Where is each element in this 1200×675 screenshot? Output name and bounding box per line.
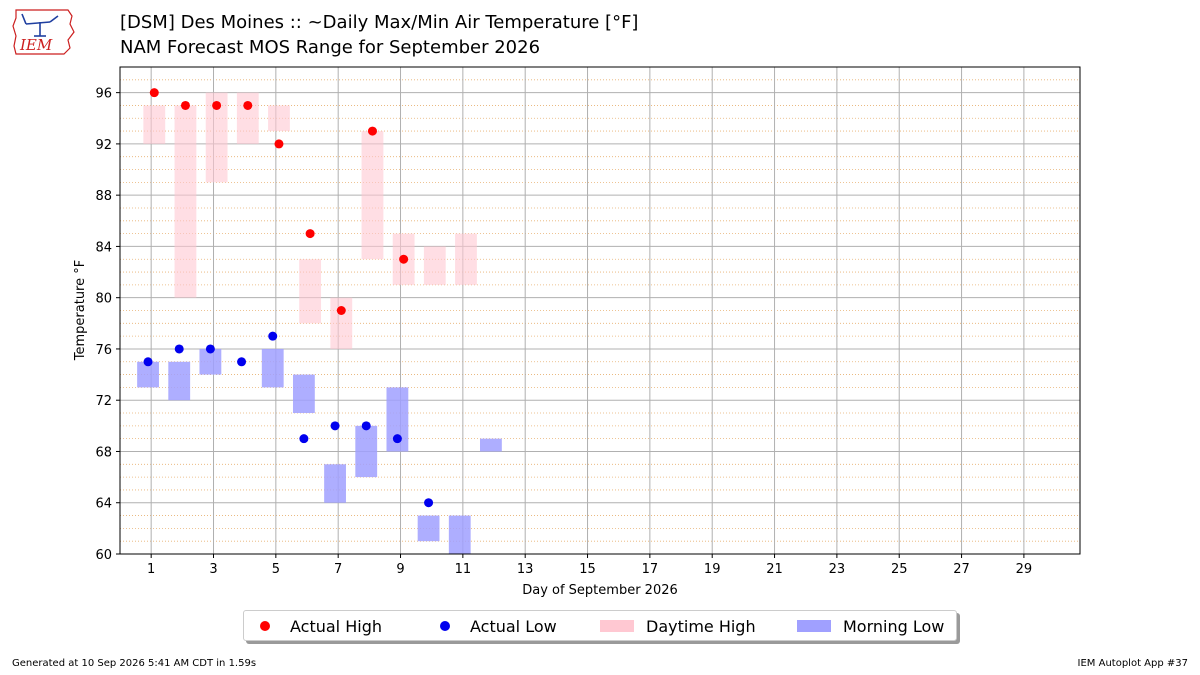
- x-tick-label: 17: [642, 562, 659, 577]
- y-tick-label: 68: [95, 445, 112, 460]
- y-tick-label: 60: [95, 548, 112, 563]
- actual-low-point: [205, 344, 215, 354]
- actual-high-point: [274, 139, 284, 149]
- daytime-high-bar: [299, 259, 322, 324]
- x-tick-label: 29: [1016, 562, 1033, 577]
- morning-low-bar: [448, 515, 471, 554]
- actual-low-point: [392, 434, 402, 444]
- y-tick-label: 72: [95, 394, 112, 409]
- x-tick-label: 27: [953, 562, 970, 577]
- morning-low-bar: [292, 374, 315, 414]
- morning-low-bar: [199, 348, 222, 375]
- legend-actual-low: Actual Low: [428, 615, 557, 637]
- daytime-high-bar: [268, 105, 290, 132]
- morning-low-bar: [261, 348, 284, 388]
- actual-high-point: [336, 306, 346, 315]
- actual-high-point: [212, 100, 222, 110]
- app-credit: IEM Autoplot App #37: [1077, 658, 1188, 669]
- x-tick-label: 11: [455, 562, 472, 577]
- legend-actual-high: Actual High: [248, 615, 382, 637]
- actual-low-point: [237, 357, 247, 367]
- generated-timestamp: Generated at 10 Sep 2026 5:41 AM CDT in …: [12, 658, 257, 669]
- morning-low-bar: [386, 387, 409, 452]
- y-tick-label: 64: [95, 497, 112, 512]
- actual-high-point: [399, 254, 409, 264]
- morning-low-bar: [355, 425, 378, 478]
- actual-low-point: [174, 344, 184, 354]
- iowa-outline: [12, 9, 75, 55]
- daytime-high-bar: [236, 92, 259, 144]
- y-tick-label: 96: [95, 87, 112, 102]
- x-tick-label: 13: [517, 562, 534, 577]
- x-tick-label: 3: [209, 562, 217, 577]
- chart-title: [DSM] Des Moines :: ~Daily Max/Min Air T…: [120, 12, 639, 33]
- legend-patch-daytime-high: [600, 620, 634, 632]
- morning-low-bar: [137, 361, 159, 388]
- morning-low-bar: [480, 438, 502, 452]
- actual-high-point: [243, 100, 253, 110]
- legend-marker-actual-high: [260, 621, 270, 631]
- y-tick-label: 92: [95, 138, 112, 153]
- daytime-high-bar: [455, 233, 477, 285]
- x-tick-label: 25: [891, 562, 908, 577]
- actual-high-point: [149, 88, 159, 98]
- x-tick-label: 19: [704, 562, 721, 577]
- legend-label-actual-high: Actual High: [290, 616, 382, 636]
- x-tick-label: 15: [579, 562, 596, 577]
- daytime-high-bar: [330, 297, 353, 349]
- logo-text: IEM: [19, 36, 53, 54]
- morning-low-bar: [168, 361, 191, 401]
- y-axis-label: Temperature °F: [73, 260, 88, 361]
- actual-low-point: [330, 421, 340, 431]
- x-tick-label: 7: [334, 562, 342, 577]
- legend-daytime-high: Daytime High: [600, 615, 756, 637]
- y-tick-label: 88: [95, 189, 112, 204]
- daytime-high-bar: [423, 246, 446, 285]
- legend-label-daytime-high: Daytime High: [646, 616, 756, 636]
- actual-low-point: [361, 421, 371, 431]
- legend-label-actual-low: Actual Low: [470, 616, 557, 636]
- legend-morning-low: Morning Low: [797, 615, 944, 637]
- x-tick-label: 23: [829, 562, 846, 577]
- daytime-high-bar: [361, 131, 384, 260]
- y-tick-label: 80: [95, 292, 112, 307]
- actual-low-point: [268, 331, 278, 341]
- x-tick-label: 9: [396, 562, 404, 577]
- daytime-high-bar: [143, 105, 166, 144]
- daytime-high-bar: [174, 105, 197, 298]
- daytime-high-bar: [205, 92, 228, 183]
- morning-low-bar: [417, 515, 440, 542]
- chart-subtitle: NAM Forecast MOS Range for September 202…: [120, 37, 541, 58]
- iem-logo: IEM: [12, 9, 75, 55]
- plot-frame: [119, 66, 1081, 555]
- y-tick-label: 76: [95, 343, 112, 358]
- x-tick-label: 21: [766, 562, 783, 577]
- morning-low-bar: [324, 464, 346, 503]
- actual-high-point: [367, 126, 377, 136]
- x-axis-label: Day of September 2026: [522, 583, 678, 598]
- actual-low-point: [143, 357, 153, 367]
- actual-high-point: [180, 100, 190, 110]
- legend-label-morning-low: Morning Low: [843, 616, 945, 636]
- chart-legend: Actual High Actual Low Daytime High Morn…: [243, 610, 957, 641]
- actual-low-point: [299, 434, 309, 444]
- legend-marker-actual-low: [440, 621, 450, 631]
- actual-low-point: [424, 498, 434, 508]
- x-tick-label: 1: [147, 562, 155, 577]
- legend-patch-morning-low: [797, 620, 831, 632]
- x-tick-label: 5: [272, 562, 280, 577]
- weather-station-icon: [21, 13, 59, 37]
- actual-high-point: [305, 229, 315, 239]
- y-tick-label: 84: [95, 240, 112, 255]
